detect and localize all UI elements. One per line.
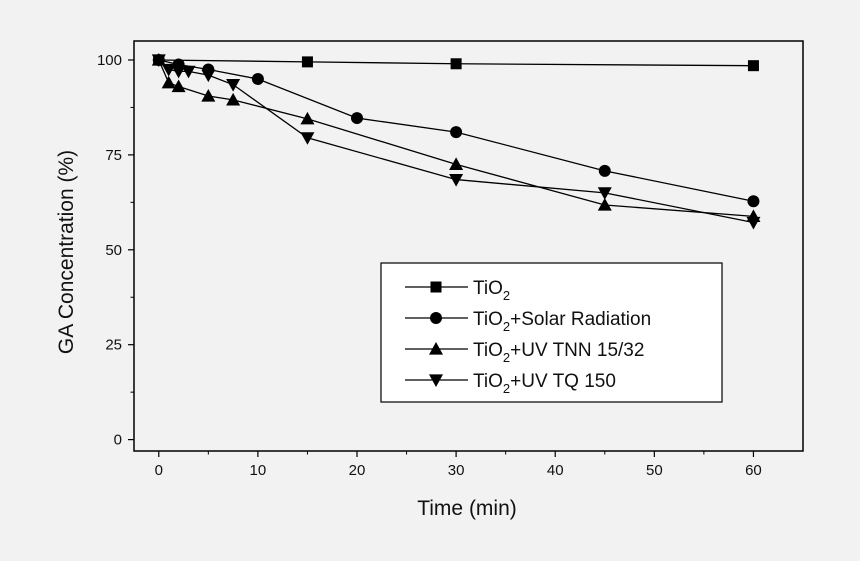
data-point-s3-7 [449, 173, 464, 187]
data-point-s3-8 [597, 187, 612, 200]
legend-label-main: TiO [473, 278, 503, 299]
data-point-s3-4 [201, 69, 216, 83]
data-point-s3-9 [746, 216, 761, 230]
y-axis-title: GA Concentration (%) [55, 150, 78, 354]
data-point-s0-2 [450, 58, 462, 70]
legend-label-rest: +UV TNN 15/32 [510, 340, 644, 361]
data-point-s2-4 [226, 92, 241, 106]
series-line-0 [158, 59, 754, 67]
data-point-s2-3 [201, 89, 216, 102]
data-point-s1-4 [351, 112, 363, 125]
legend-label-main: TiO [473, 371, 503, 392]
data-point-s3-6 [300, 132, 315, 145]
legend-label-rest: +UV TQ 150 [510, 371, 616, 392]
data-point-s3-0 [151, 54, 166, 67]
y-tick-label: 0 [114, 432, 122, 449]
y-tick-label: 25 [105, 337, 122, 354]
data-point-s1-3 [251, 72, 264, 85]
data-point-s3-5 [226, 79, 241, 92]
legend-label-3: TiO2+UV TQ 150 [473, 371, 616, 396]
x-tick-label: 40 [547, 462, 564, 479]
legend-label-main: TiO [473, 309, 503, 330]
data-point-s3-1 [161, 63, 176, 77]
legend-marker-0 [430, 281, 442, 293]
series-line-3 [158, 59, 754, 224]
x-tick-label: 50 [646, 462, 663, 479]
series-markers [151, 52, 761, 230]
data-point-s2-5 [300, 111, 315, 125]
data-point-s1-5 [450, 126, 463, 139]
x-axis-title: Time (min) [417, 497, 517, 520]
data-point-s1-7 [747, 195, 760, 208]
axis-ticks: 0 10 20 30 40 50 60 0 25 50 75 100 [97, 52, 762, 479]
legend-marker-3 [429, 374, 443, 387]
data-point-s2-7 [597, 198, 612, 211]
data-point-s1-6 [598, 164, 611, 177]
data-point-s0-1 [301, 56, 313, 68]
legend-label-2: TiO2+UV TNN 15/32 [473, 340, 644, 365]
y-tick-label: 50 [105, 242, 122, 259]
series-lines [158, 59, 754, 224]
plot-area-border [133, 40, 804, 452]
legend-label-rest: +Solar Radiation [510, 309, 651, 330]
data-point-s2-6 [449, 157, 464, 170]
legend-label-subscript: 2 [503, 350, 510, 365]
legend-label-subscript: 2 [503, 288, 510, 303]
y-tick-label: 75 [105, 147, 122, 164]
data-point-s3-3 [181, 65, 196, 79]
y-tick-label: 100 [97, 52, 122, 69]
plot-frame [133, 40, 804, 452]
x-tick-label: 20 [349, 462, 366, 479]
legend-marker-2 [429, 342, 443, 355]
data-point-s3-2 [171, 65, 186, 79]
legend-label-0: TiO2 [473, 278, 510, 303]
x-tick-label: 0 [155, 462, 163, 479]
legend-marker-1 [430, 312, 442, 324]
series-line-2 [158, 59, 754, 218]
legend-label-subscript: 2 [503, 319, 510, 334]
data-point-s0-3 [747, 60, 759, 72]
legend-label-main: TiO [473, 340, 503, 361]
x-tick-label: 60 [745, 462, 762, 479]
legend-label-1: TiO2+Solar Radiation [473, 309, 651, 334]
legend-label-subscript: 2 [503, 381, 510, 396]
x-tick-label: 10 [250, 462, 267, 479]
x-tick-label: 30 [448, 462, 465, 479]
data-point-s2-2 [171, 79, 186, 93]
data-point-s2-1 [161, 75, 176, 89]
